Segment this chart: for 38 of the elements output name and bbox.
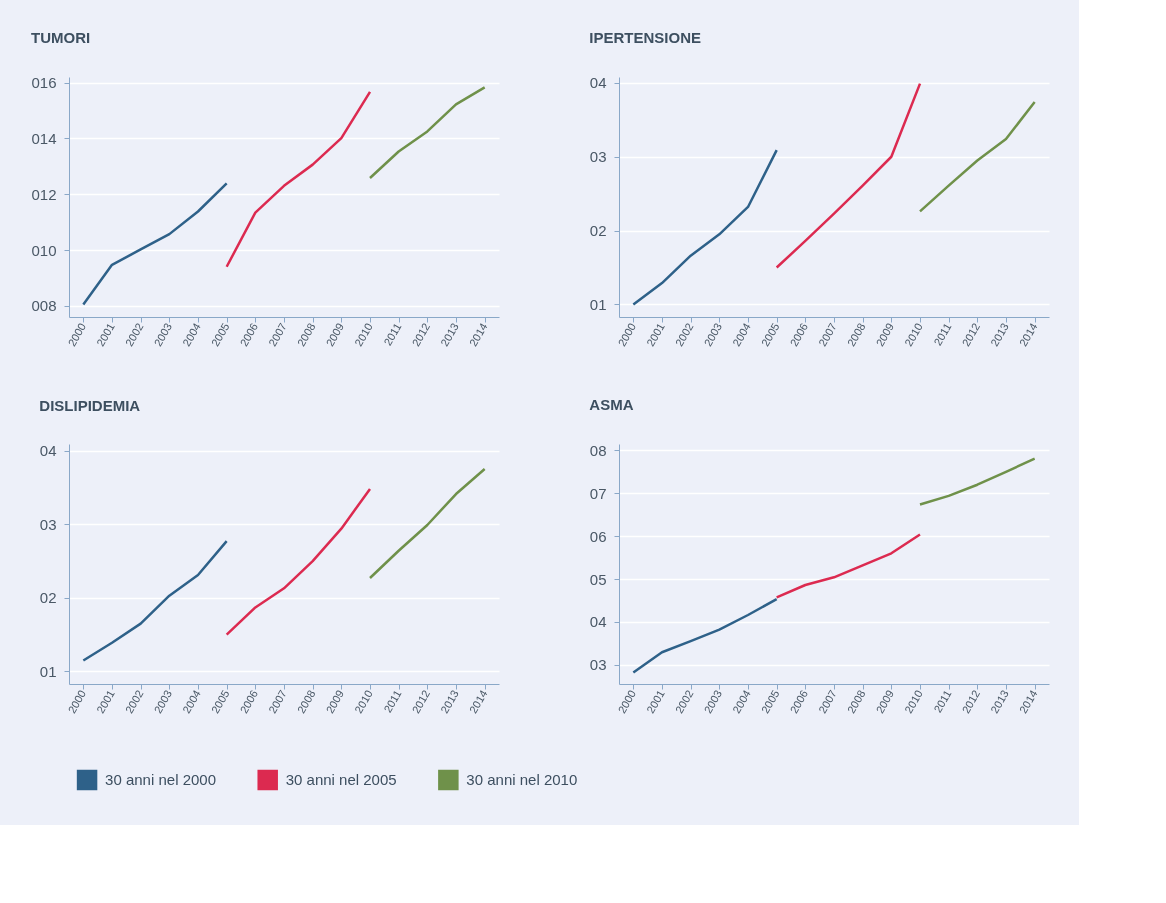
y-tick-label: 03 [589, 148, 607, 166]
y-tick-label: 07 [589, 484, 607, 502]
legend-label: 30 anni nel 2000 [105, 771, 216, 788]
y-tick-label: 05 [589, 570, 607, 588]
chart-title: IPERTENSIONE [589, 28, 701, 46]
legend-label: 30 anni nel 2005 [285, 771, 397, 788]
legend-label: 30 anni nel 2010 [466, 771, 578, 788]
y-tick-label: 008 [31, 297, 57, 315]
y-tick-label: 06 [589, 527, 607, 545]
line-series [775, 82, 922, 269]
y-tick-label: 014 [31, 129, 57, 147]
y-tick-label: 03 [39, 515, 57, 533]
line-series [82, 539, 228, 662]
line-series [632, 597, 778, 674]
line-series [368, 467, 486, 580]
y-tick-label: 08 [589, 441, 607, 459]
y-tick-label: 012 [31, 185, 57, 203]
y-tick-label: 03 [589, 656, 607, 674]
line-series [225, 487, 372, 636]
line-series [918, 457, 1036, 506]
y-tick-label: 04 [589, 613, 607, 631]
y-tick-label: 01 [39, 662, 57, 680]
line-series [82, 182, 228, 306]
chart-title: ASMA [589, 396, 634, 414]
line-series [775, 533, 922, 599]
y-tick-label: 016 [31, 74, 57, 92]
line-series [368, 86, 486, 180]
y-tick-label: 02 [39, 589, 57, 607]
y-tick-label: 02 [589, 222, 607, 240]
chart-title: DISLIPIDEMIA [39, 396, 141, 414]
line-series [918, 100, 1036, 213]
y-tick-label: 04 [39, 442, 57, 460]
y-tick-label: 01 [589, 295, 607, 313]
chart-title: TUMORI [30, 28, 91, 46]
y-tick-label: 010 [31, 241, 57, 259]
line-series [225, 90, 372, 269]
y-tick-label: 04 [589, 74, 607, 92]
line-series [632, 148, 778, 306]
